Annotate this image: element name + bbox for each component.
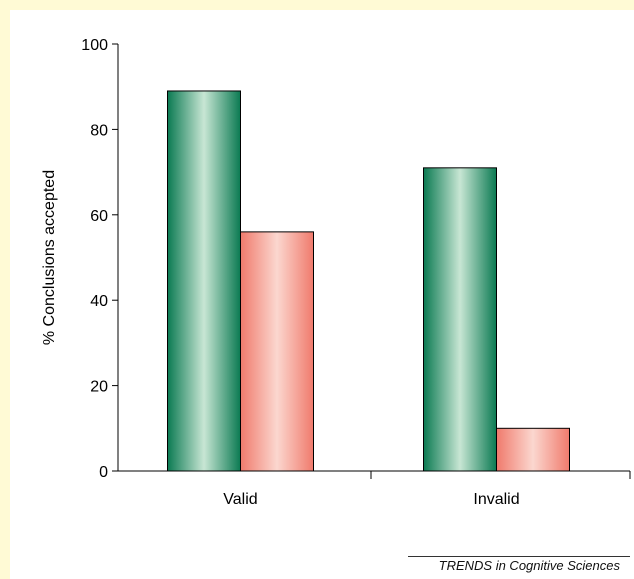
bar-valid-series-2 [240,231,314,472]
y-tick-label: 20 [90,379,108,396]
credit-rule [408,556,630,557]
y-axis-title: % Conclusions accepted [41,170,58,345]
x-category-label: Valid [223,491,257,508]
bar-invalid-series-1 [423,167,497,472]
bar-invalid-series-2 [496,427,570,472]
bars [167,90,570,472]
x-category-label: Invalid [473,491,519,508]
y-tick-label: 100 [81,37,108,54]
credit-text: TRENDS in Cognitive Sciences [438,558,620,573]
bar-chart: 0 20 40 60 80 100 % Conclusions accepted Valid I… [41,37,631,508]
y-tick-label: 80 [90,122,108,139]
chart-panel: 0 20 40 60 80 100 % Conclusions accepted Valid I… [10,10,634,579]
y-tick-label: 0 [99,464,108,481]
bar-valid-series-1 [167,90,241,472]
y-tick-label: 60 [90,208,108,225]
y-tick-label: 40 [90,293,108,310]
labels: 0 20 40 60 80 100 % Conclusions accepted Valid I… [41,37,520,508]
